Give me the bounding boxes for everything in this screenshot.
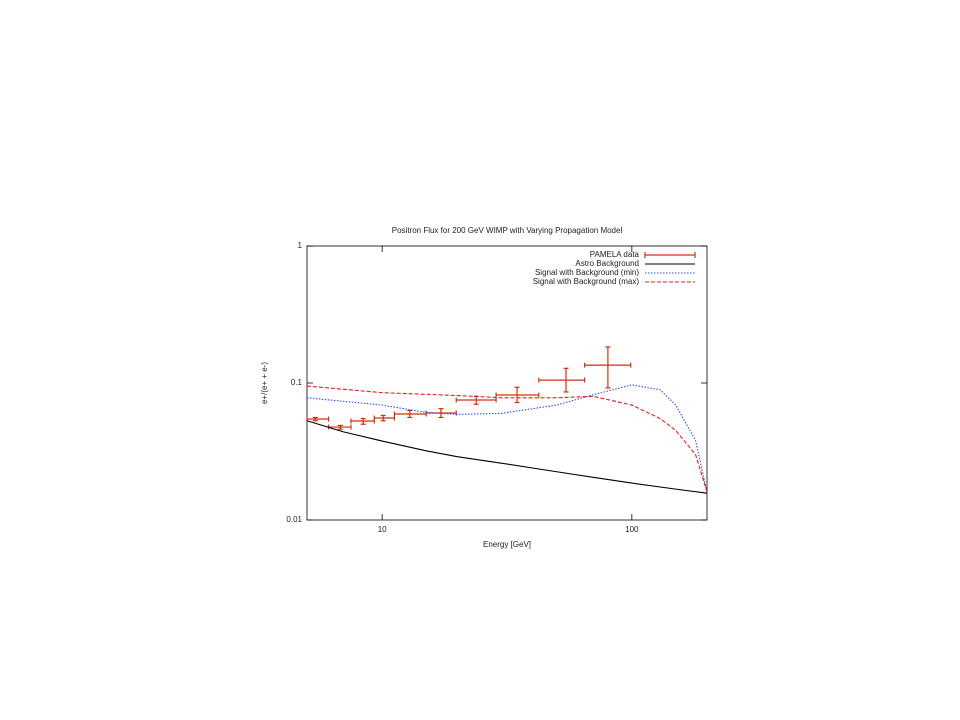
line-series bbox=[306, 384, 708, 493]
x-axis-label: Energy [GeV] bbox=[483, 540, 531, 549]
x-tick-label: 100 bbox=[625, 525, 639, 534]
legend-label: Signal with Background (max) bbox=[533, 277, 640, 286]
x-tick-label: 10 bbox=[378, 525, 387, 534]
chart-title: Positron Flux for 200 GeV WIMP with Vary… bbox=[392, 226, 623, 235]
legend-label: PAMELA data bbox=[590, 250, 640, 259]
line-series bbox=[306, 385, 708, 493]
legend-label: Astro Background bbox=[575, 259, 639, 268]
line-series bbox=[306, 420, 708, 494]
legend-label: Signal with Background (min) bbox=[535, 268, 639, 277]
y-axis-label: e+/(e+ + e-) bbox=[260, 362, 269, 404]
y-tick-label: 0.01 bbox=[286, 515, 302, 524]
y-tick-label: 0.1 bbox=[291, 378, 303, 387]
y-tick-label: 1 bbox=[298, 241, 303, 250]
